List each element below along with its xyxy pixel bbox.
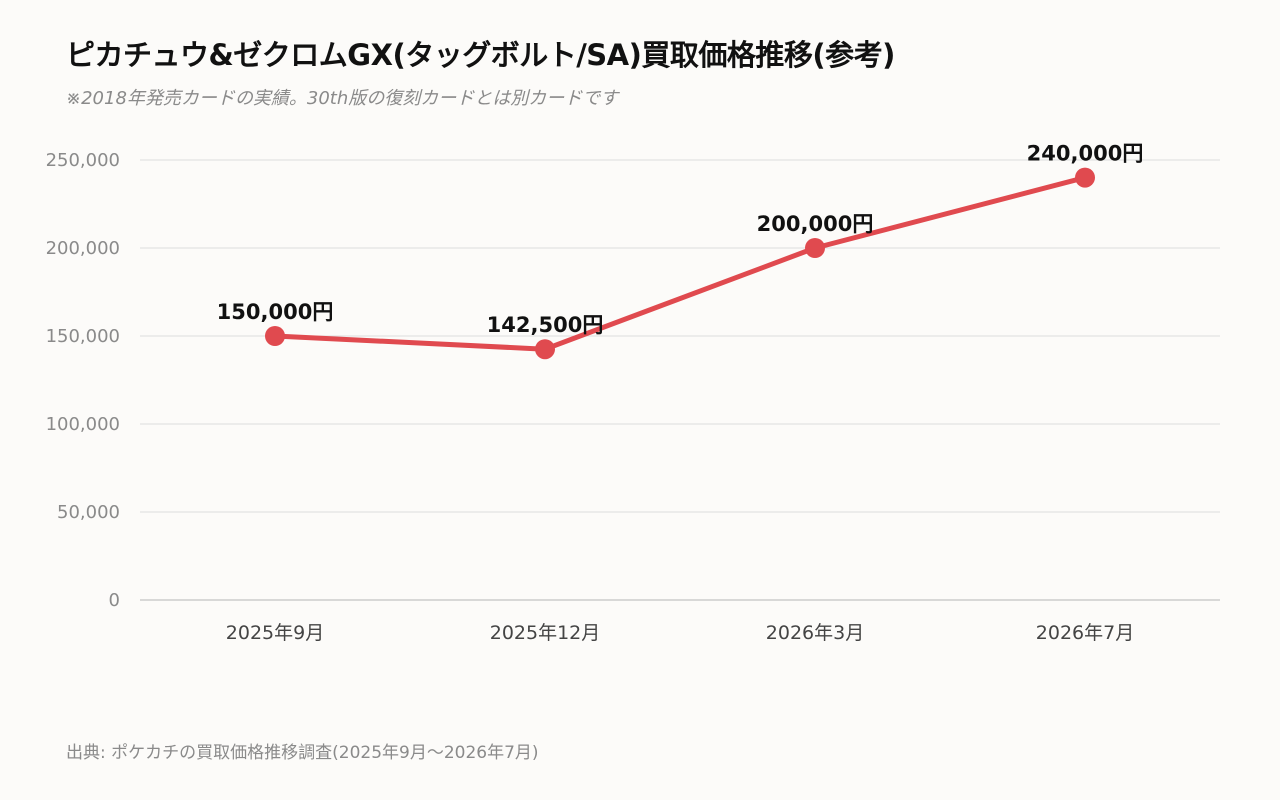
grid-lines bbox=[140, 159, 1220, 601]
x-tick-label: 2026年3月 bbox=[766, 622, 864, 644]
x-axis-ticks: 2025年9月 2025年12月 2026年3月 2026年7月 bbox=[226, 622, 1134, 644]
y-axis-ticks: 0 50,000 100,000 150,000 200,000 250,000 bbox=[46, 150, 120, 611]
data-point bbox=[805, 238, 825, 258]
price-line bbox=[272, 175, 1088, 352]
y-tick-label: 50,000 bbox=[57, 502, 120, 523]
data-points bbox=[265, 167, 1095, 360]
data-point bbox=[535, 339, 555, 360]
x-tick-label: 2025年12月 bbox=[490, 622, 601, 644]
chart-subtitle: ※2018年発売カードの実績。30th版の復刻カードとは別カードです bbox=[66, 88, 619, 109]
series-line bbox=[272, 175, 1088, 352]
x-tick-label: 2025年9月 bbox=[226, 622, 324, 644]
data-label: 150,000円 bbox=[217, 300, 334, 324]
y-tick-label: 150,000 bbox=[46, 326, 120, 347]
data-point bbox=[265, 326, 285, 346]
y-tick-label: 200,000 bbox=[46, 238, 120, 259]
y-tick-label: 0 bbox=[109, 590, 120, 611]
y-tick-label: 250,000 bbox=[46, 150, 120, 171]
data-point bbox=[1075, 167, 1095, 188]
chart-title: ピカチュウ&ゼクロムGX(タッグボルト/SA)買取価格推移(参考) bbox=[66, 38, 895, 72]
line-chart: 0 50,000 100,000 150,000 200,000 250,000 2025… bbox=[46, 142, 1220, 644]
y-tick-label: 100,000 bbox=[46, 414, 120, 435]
data-label: 200,000円 bbox=[757, 212, 874, 236]
chart-source: 出典: ポケカチの買取価格推移調査(2025年9月～2026年7月) bbox=[66, 743, 539, 763]
data-labels: 150,000円 142,500円 200,000円 240,000円 bbox=[217, 142, 1144, 338]
data-label: 142,500円 bbox=[487, 313, 604, 337]
x-tick-label: 2026年7月 bbox=[1036, 622, 1134, 644]
data-label: 240,000円 bbox=[1027, 142, 1144, 166]
